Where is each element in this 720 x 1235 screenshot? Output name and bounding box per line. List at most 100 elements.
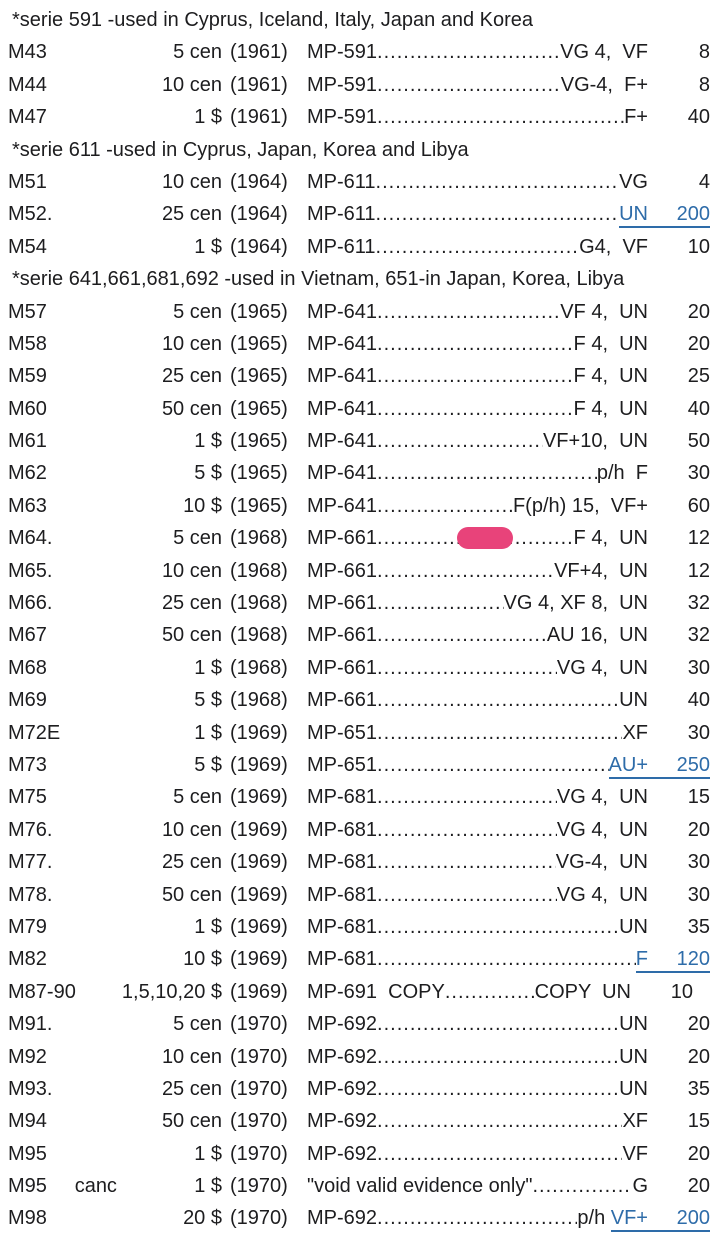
table-row: M69 5 $ (1968) MP-661 ..................… (0, 684, 720, 716)
table-row: M66. 25 cen (1968) MP-661 ..............… (0, 587, 720, 619)
table-row: M82 10 $ (1969) MP-681 .................… (0, 943, 720, 975)
price-value: 20 (687, 1175, 710, 1198)
series-label: MP-591 (307, 73, 378, 96)
year: (1969) (230, 883, 288, 906)
table-row: M92 10 cen (1970) MP-692 ...............… (0, 1041, 720, 1073)
series-label: MP-611 (307, 235, 376, 258)
grade-link[interactable]: UN (619, 203, 648, 229)
description-cell: MP-692 .................................… (307, 1041, 648, 1073)
grade-link[interactable]: F (635, 948, 648, 974)
price-value[interactable]: 200 (648, 203, 710, 229)
table-row: M52. 25 cen (1964) MP-611 ..............… (0, 198, 720, 230)
price-cell: 12 (648, 555, 710, 587)
series-label: MP-692 (307, 1207, 378, 1230)
dot-leader: ........................................… (377, 332, 574, 355)
price-value: 10 (670, 980, 693, 1003)
denomination: 25 cen (161, 203, 222, 226)
year: (1970) (230, 1013, 288, 1036)
description-cell: MP-661 .................................… (307, 684, 648, 716)
price-value: 20 (687, 1013, 710, 1036)
table-row: M65. 10 cen (1968) MP-661 ..............… (0, 555, 720, 587)
price-value: 40 (687, 397, 710, 420)
description-cell: MP-692 .................................… (307, 1138, 648, 1170)
denomination: 1 $ (194, 430, 222, 453)
section-header: *serie 641,661,681,692 -used in Vietnam,… (12, 268, 625, 291)
denomination: 5 cen (173, 41, 222, 64)
grade-link[interactable]: AU+ (608, 754, 648, 779)
price-value: 32 (687, 624, 710, 647)
price-cell: 25 (648, 360, 710, 392)
price-value: 30 (687, 883, 710, 906)
dot-leader: ........................................… (377, 721, 622, 744)
dot-leader: ........................................… (377, 559, 555, 582)
price-cell: 10 (648, 231, 710, 263)
catalog-number: M57 (8, 300, 47, 323)
series-label: MP-611 (307, 203, 376, 226)
dot-leader: ........................................… (377, 1142, 622, 1165)
denomination: 50 cen (161, 883, 222, 906)
denomination: 5 cen (173, 786, 222, 809)
catalog-number: M94 (8, 1110, 47, 1133)
series-label: MP-641 (307, 494, 378, 517)
dot-leader: ........................................… (377, 915, 620, 938)
price-value[interactable]: 200 (648, 1207, 710, 1233)
denomination: 1 $ (194, 235, 222, 258)
table-row: M62 5 $ (1965) MP-641 ..................… (0, 457, 720, 489)
denomination: 10 cen (161, 73, 222, 96)
catalog-number: M93. (8, 1077, 53, 1100)
year: (1970) (230, 1045, 288, 1068)
price-value: 8 (698, 73, 710, 96)
denomination: 5 cen (173, 1013, 222, 1036)
series-label: MP-681 (307, 851, 378, 874)
dot-leader: ........................................… (377, 851, 556, 874)
price-value: 4 (698, 170, 710, 193)
description-cell: MP-641 .................................… (307, 490, 648, 522)
table-row: M54 1 $ (1964) MP-611 ..................… (0, 231, 720, 263)
table-row: M59 25 cen (1965) MP-641 ...............… (0, 360, 720, 392)
description-cell: MP-661 .................................… (307, 619, 648, 651)
price-cell: 50 (648, 425, 710, 457)
catalog-number: M65. (8, 559, 53, 582)
price-cell: 15 (648, 781, 710, 813)
denomination: 1 $ (194, 106, 222, 129)
year: (1970) (230, 1175, 288, 1198)
series-label: MP-681 (307, 786, 378, 809)
grade-link[interactable]: VF+ (610, 1207, 648, 1233)
dot-leader: ........................................… (377, 689, 620, 712)
catalog-number: M76. (8, 818, 53, 841)
price-value: 35 (687, 1077, 710, 1100)
catalog-number: M82 (8, 948, 47, 971)
dot-leader: ........................................… (377, 1013, 620, 1036)
series-label: MP-661 (307, 689, 378, 712)
year: (1970) (230, 1110, 288, 1133)
grade: VF+10, UN (542, 430, 648, 453)
year: (1968) (230, 656, 288, 679)
series-label: MP-692 (307, 1045, 378, 1068)
catalog-number: M43 (8, 41, 47, 64)
description-cell: MP-591 .................................… (307, 101, 648, 133)
price-value[interactable]: 120 (648, 948, 710, 974)
price-cell: 35 (648, 911, 710, 943)
description-cell: MP-661 .................................… (307, 522, 648, 554)
year: (1965) (230, 300, 288, 323)
price-value: 32 (687, 592, 710, 615)
description-cell: MP-641 .................................… (307, 425, 648, 457)
table-row: M63 10 $ (1965) MP-641 .................… (0, 490, 720, 522)
year: (1968) (230, 592, 288, 615)
denomination: 5 cen (173, 527, 222, 550)
price-cell: 30 (648, 457, 710, 489)
dot-leader: ........................................… (377, 41, 561, 64)
price-cell: 200 (648, 198, 710, 230)
catalog-number: M52. (8, 203, 53, 226)
series-label: MP-692 (307, 1142, 378, 1165)
year: (1969) (230, 786, 288, 809)
denomination: 20 $ (183, 1207, 222, 1230)
series-label: MP-641 (307, 365, 378, 388)
year: (1964) (230, 170, 288, 193)
year: (1969) (230, 818, 288, 841)
dot-leader: ........................................… (377, 300, 561, 323)
series-label: MP-641 (307, 332, 378, 355)
price-value[interactable]: 250 (648, 754, 710, 779)
table-row: M94 50 cen (1970) MP-692 ...............… (0, 1105, 720, 1137)
dot-leader: ........................................… (377, 786, 557, 809)
